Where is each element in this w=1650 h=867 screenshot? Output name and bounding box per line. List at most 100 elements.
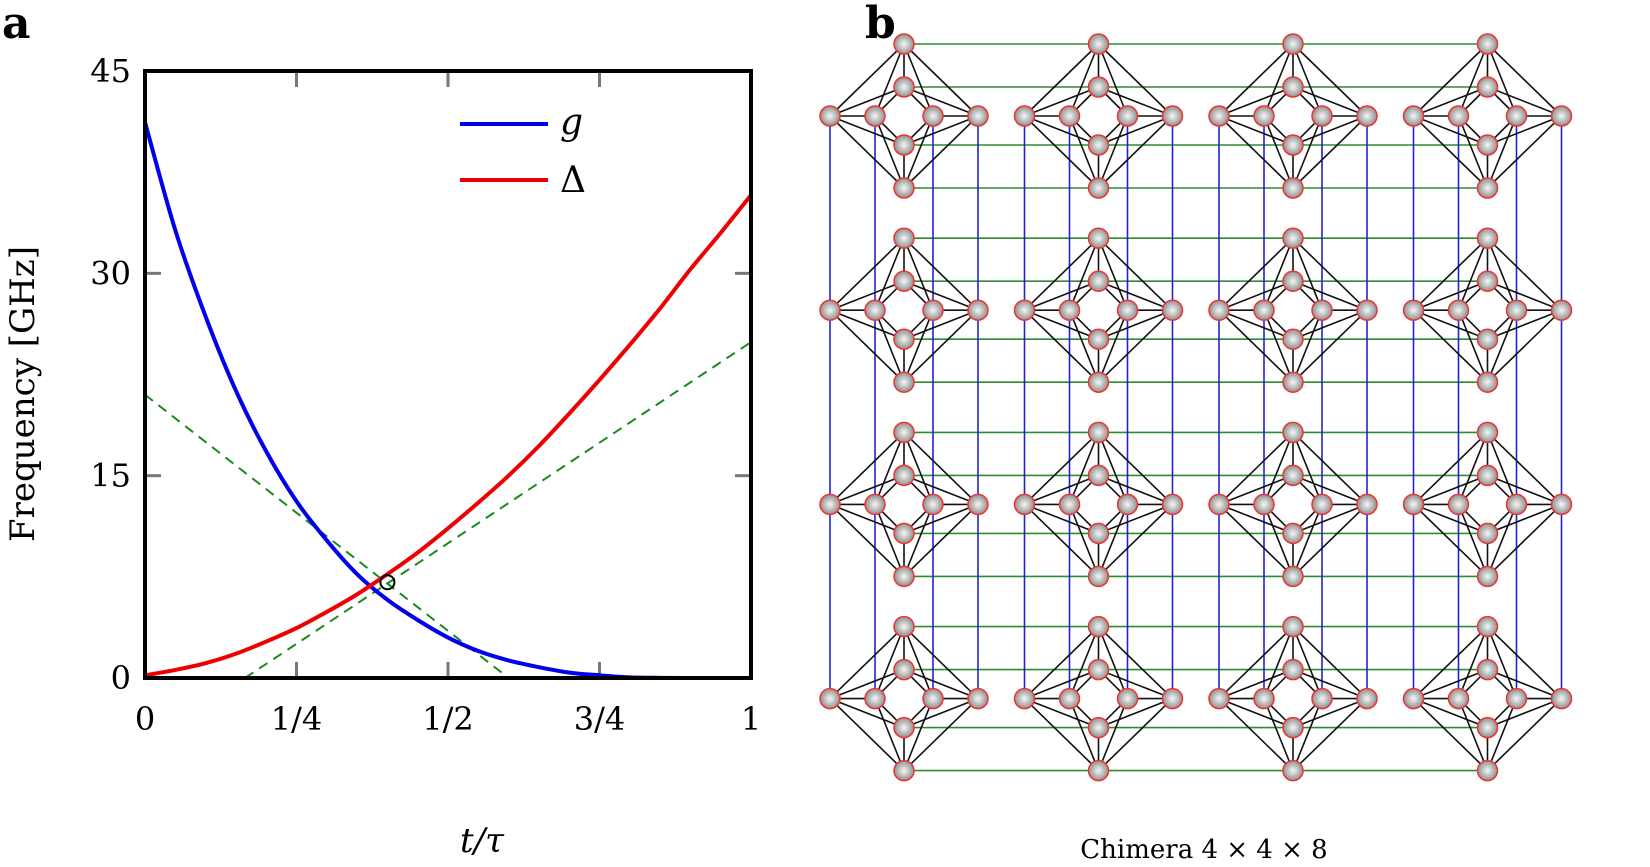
qubit-node: [819, 299, 841, 321]
intra-cell-edge: [1412, 115, 1489, 189]
qubit-node: [1013, 687, 1036, 710]
intra-cell-edge: [903, 115, 979, 146]
chimera-caption: Chimera 4 × 4 × 8: [1080, 835, 1327, 865]
intra-cell-edge: [874, 504, 905, 577]
panel-b-letter: b: [865, 0, 896, 49]
x-axis-label: t/τ: [460, 821, 505, 861]
intra-cell-edge: [1486, 698, 1563, 772]
intra-cell-edge: [874, 43, 905, 117]
intra-cell-edge: [903, 698, 979, 772]
qubit-node: [1402, 105, 1425, 127]
intra-cell-edge: [1263, 309, 1294, 383]
qubit-node: [1087, 134, 1110, 156]
vertical-couplers: [829, 116, 1563, 699]
intra-cell-edge: [1024, 280, 1099, 311]
intra-cell-edge: [1292, 668, 1368, 700]
qubit-node: [1550, 105, 1573, 127]
qubit-node: [1253, 493, 1275, 516]
intra-cell-edge: [1218, 474, 1294, 506]
qubit-node: [1208, 687, 1230, 710]
intra-cell-edge: [1292, 309, 1368, 340]
intra-cell-edge: [1292, 698, 1368, 772]
intra-cell-edge: [1486, 432, 1518, 505]
intra-cell-edge: [1023, 309, 1100, 383]
intra-cell-edge: [1457, 115, 1489, 189]
qubit-node: [1282, 615, 1304, 638]
intra-cell-edge: [1292, 115, 1368, 146]
intra-cell-edge: [903, 309, 979, 340]
tangent-line: [244, 341, 752, 679]
qubit-node: [922, 299, 944, 321]
x-tick-label: 3/4: [574, 700, 626, 738]
intra-cell-edge: [1098, 86, 1173, 117]
qubit-node: [1161, 299, 1184, 321]
intra-cell-edge: [1218, 503, 1294, 577]
intra-cell-edge: [903, 432, 934, 505]
horizontal-couplers: [904, 43, 1488, 772]
qubit-node: [1447, 299, 1470, 321]
qubit-node: [1087, 565, 1110, 588]
intra-cell-edge: [1486, 431, 1563, 505]
intra-cell-edge: [829, 503, 905, 577]
intra-cell-edge: [903, 309, 979, 383]
qubit-node: [1253, 299, 1275, 321]
crossing-point: [379, 574, 396, 591]
qubit-node: [1476, 658, 1499, 681]
intra-cell-edge: [874, 698, 905, 771]
qubit-node: [1356, 493, 1378, 516]
intra-cell-edge: [1292, 309, 1323, 383]
intra-cell-edge: [1097, 698, 1174, 772]
intra-cell-edge: [1068, 115, 1100, 189]
intra-cell-edge: [829, 698, 905, 772]
intra-cell-edge: [874, 237, 905, 311]
intra-cell-edge: [1098, 309, 1173, 340]
qubit-node: [1356, 105, 1378, 127]
qubit-node: [1087, 371, 1110, 393]
intra-cell-edge: [1486, 504, 1518, 577]
panel-a-letter: a: [2, 0, 31, 49]
qubit-node: [1282, 658, 1304, 681]
intra-cell-edge: [1457, 698, 1489, 771]
tick-labels: 0 1/4 1/2 3/4 1 0 15 30 45: [90, 52, 761, 738]
intra-cell-edge: [1097, 504, 1129, 577]
intra-cell-edge: [1292, 626, 1323, 699]
qubit-node: [922, 493, 944, 516]
intra-cell-edge: [1413, 86, 1488, 117]
qubit-node: [1282, 33, 1304, 55]
qubit-node: [1058, 687, 1081, 710]
qubit-node: [1505, 105, 1528, 127]
intra-cell-edge: [1413, 697, 1488, 729]
intra-cell-edge: [1413, 280, 1488, 311]
intra-cell-edge: [1486, 237, 1563, 311]
qubit-node: [1282, 134, 1304, 156]
intra-cell-edge: [1098, 115, 1173, 146]
qubit-node: [967, 299, 989, 321]
intra-cell-edge: [1218, 43, 1294, 117]
qubit-node: [1087, 615, 1110, 638]
intra-cell-edge: [1457, 309, 1489, 383]
qubit-node: [893, 33, 915, 55]
qubit-node: [1282, 565, 1304, 588]
intra-cell-edge: [1292, 432, 1323, 505]
intra-cell-edge: [1263, 432, 1294, 505]
intra-cell-edge: [1097, 43, 1129, 117]
qubit-node: [819, 687, 841, 710]
intra-cell-edge: [1487, 309, 1562, 340]
intra-cell-edge: [829, 115, 905, 189]
qubit-node: [1208, 493, 1230, 516]
qubit-node: [893, 716, 915, 739]
qubit-node: [1087, 177, 1110, 199]
intra-cell-edge: [1097, 115, 1174, 189]
intra-cell-edge: [903, 237, 934, 311]
qubit-node: [1087, 522, 1110, 545]
intra-cell-edge: [829, 474, 905, 506]
intra-cell-edge: [1292, 43, 1368, 117]
intra-cell-edge: [903, 697, 979, 729]
qubit-node: [893, 658, 915, 681]
qubit-node: [1447, 687, 1470, 710]
intra-cell-edge: [1218, 115, 1294, 189]
intra-cell-edge: [1068, 237, 1100, 311]
intra-cell-edge: [1292, 504, 1323, 577]
qubit-node: [893, 76, 915, 98]
qubit-node: [1087, 227, 1110, 249]
